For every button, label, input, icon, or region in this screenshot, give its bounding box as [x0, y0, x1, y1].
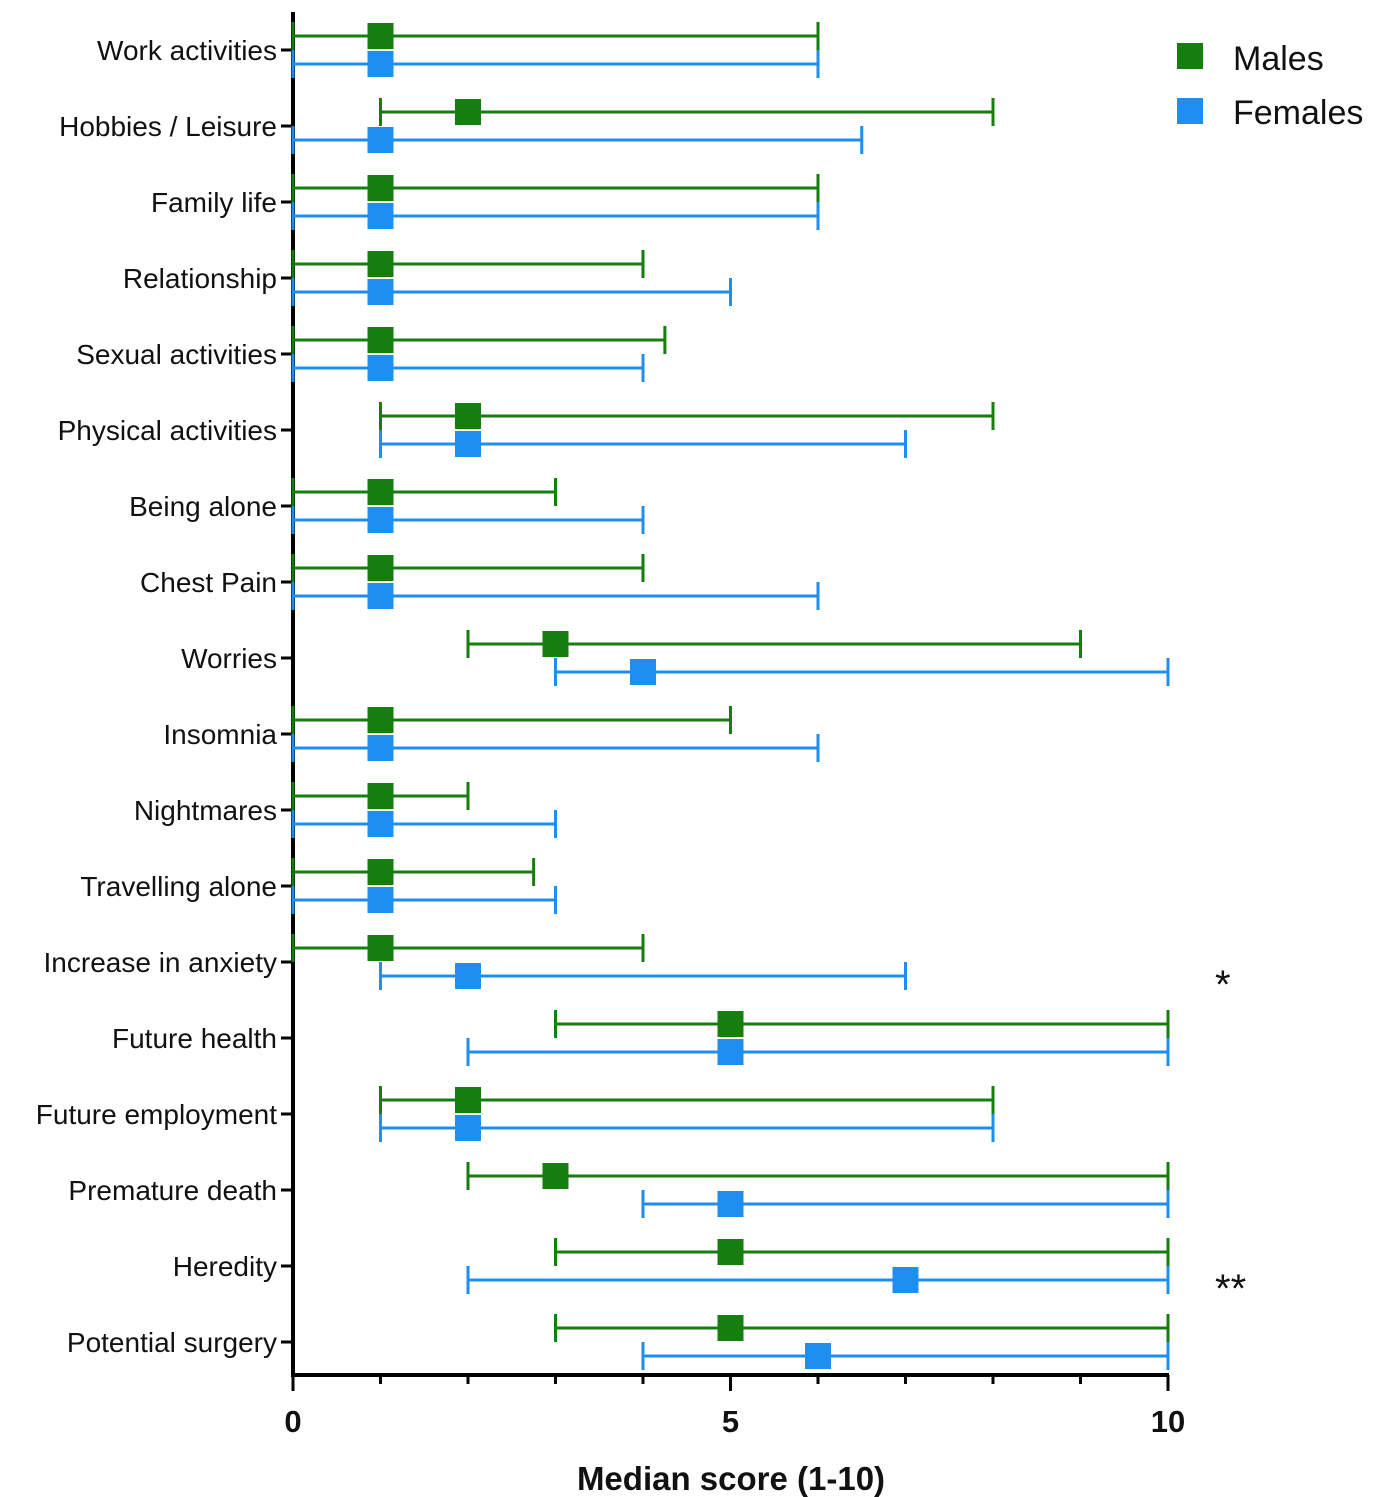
median-marker-males: [455, 403, 481, 429]
category-label: Insomnia: [163, 719, 277, 750]
category-label: Family life: [151, 187, 277, 218]
x-axis-title: Median score (1-10): [577, 1460, 885, 1497]
median-marker-females: [367, 887, 394, 913]
median-marker-females: [367, 811, 394, 837]
median-marker-males: [542, 631, 569, 657]
median-marker-females: [805, 1343, 831, 1369]
median-marker-females: [455, 431, 481, 457]
category-label: Increase in anxiety: [44, 947, 277, 978]
legend-swatch-females: [1177, 98, 1203, 124]
median-marker-males: [367, 251, 394, 277]
median-marker-females: [367, 583, 394, 609]
median-marker-males: [455, 1087, 481, 1113]
category-label: Hobbies / Leisure: [59, 111, 277, 142]
category-label: Physical activities: [58, 415, 277, 446]
median-marker-males: [367, 859, 394, 885]
median-marker-males: [367, 935, 394, 961]
category-label: Heredity: [173, 1251, 277, 1282]
legend-label-females: Females: [1233, 94, 1363, 132]
category-label: Being alone: [129, 491, 277, 522]
median-marker-males: [717, 1239, 744, 1265]
median-marker-females: [455, 963, 481, 989]
category-label: Chest Pain: [140, 567, 277, 598]
category-label: Sexual activities: [76, 339, 277, 370]
median-marker-males: [542, 1163, 569, 1189]
median-marker-males: [367, 707, 394, 733]
median-marker-females: [455, 1115, 481, 1141]
median-marker-females: [367, 51, 394, 77]
category-label: Nightmares: [134, 795, 277, 826]
median-marker-males: [367, 479, 394, 505]
category-label: Worries: [181, 643, 277, 674]
category-label: Work activities: [97, 35, 277, 66]
median-marker-females: [367, 279, 394, 305]
x-tick-label: 10: [1151, 1404, 1185, 1439]
category-label: Relationship: [123, 263, 277, 294]
median-marker-females: [367, 355, 394, 381]
median-marker-females: [367, 203, 394, 229]
legend-swatch-males: [1177, 43, 1203, 69]
median-marker-females: [717, 1039, 744, 1065]
median-marker-males: [367, 23, 394, 49]
median-marker-females: [717, 1191, 744, 1217]
significance-marker: **: [1215, 1267, 1246, 1311]
median-marker-males: [455, 99, 481, 125]
median-marker-females: [367, 507, 394, 533]
legend: Males Females: [1177, 40, 1363, 132]
category-label: Travelling alone: [80, 871, 277, 902]
category-label: Potential surgery: [67, 1327, 277, 1358]
median-marker-males: [717, 1315, 744, 1341]
median-marker-females: [892, 1267, 919, 1293]
median-marker-females: [367, 127, 394, 153]
legend-label-males: Males: [1233, 40, 1324, 78]
plot-area: 0 5 10 Work activities Hobbies / Leisure Fami…: [36, 12, 1246, 1439]
category-label: Premature death: [68, 1175, 277, 1206]
median-marker-males: [367, 783, 394, 809]
x-tick-label: 5: [722, 1404, 739, 1439]
category-label: Future employment: [36, 1099, 277, 1130]
median-marker-males: [367, 327, 394, 353]
significance-marker: *: [1215, 963, 1231, 1007]
median-marker-males: [367, 555, 394, 581]
median-marker-males: [717, 1011, 744, 1037]
category-label: Future health: [112, 1023, 277, 1054]
median-marker-males: [367, 175, 394, 201]
median-marker-females: [367, 735, 394, 761]
median-marker-females: [630, 659, 656, 685]
x-tick-label: 0: [284, 1404, 301, 1439]
